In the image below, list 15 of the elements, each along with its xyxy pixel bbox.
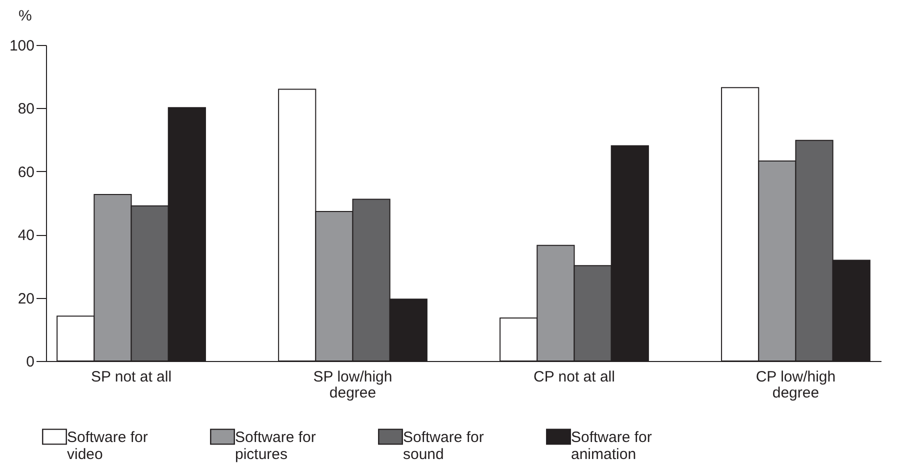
legend-label: Software for pictures <box>235 428 316 463</box>
y-tick-label: 80 <box>18 100 34 118</box>
y-axis-title: % <box>18 8 32 24</box>
y-tick-label: 0 <box>26 354 34 370</box>
legend-label: Software for sound <box>403 428 484 463</box>
legend-label: Software for video <box>67 428 148 463</box>
y-tick-label: 100 <box>9 38 34 54</box>
y-tick-label: 60 <box>18 164 34 181</box>
y-tick-label: 20 <box>18 290 34 308</box>
y-tick-label: 40 <box>18 227 34 244</box>
x-tick-label: SP not at all <box>90 368 172 386</box>
x-tick-label: SP low/high degree <box>313 368 392 402</box>
x-tick-label: CP low/high degree <box>756 368 836 402</box>
legend-label: Software for animation <box>571 428 652 463</box>
x-tick-label: CP not at all <box>534 368 615 386</box>
